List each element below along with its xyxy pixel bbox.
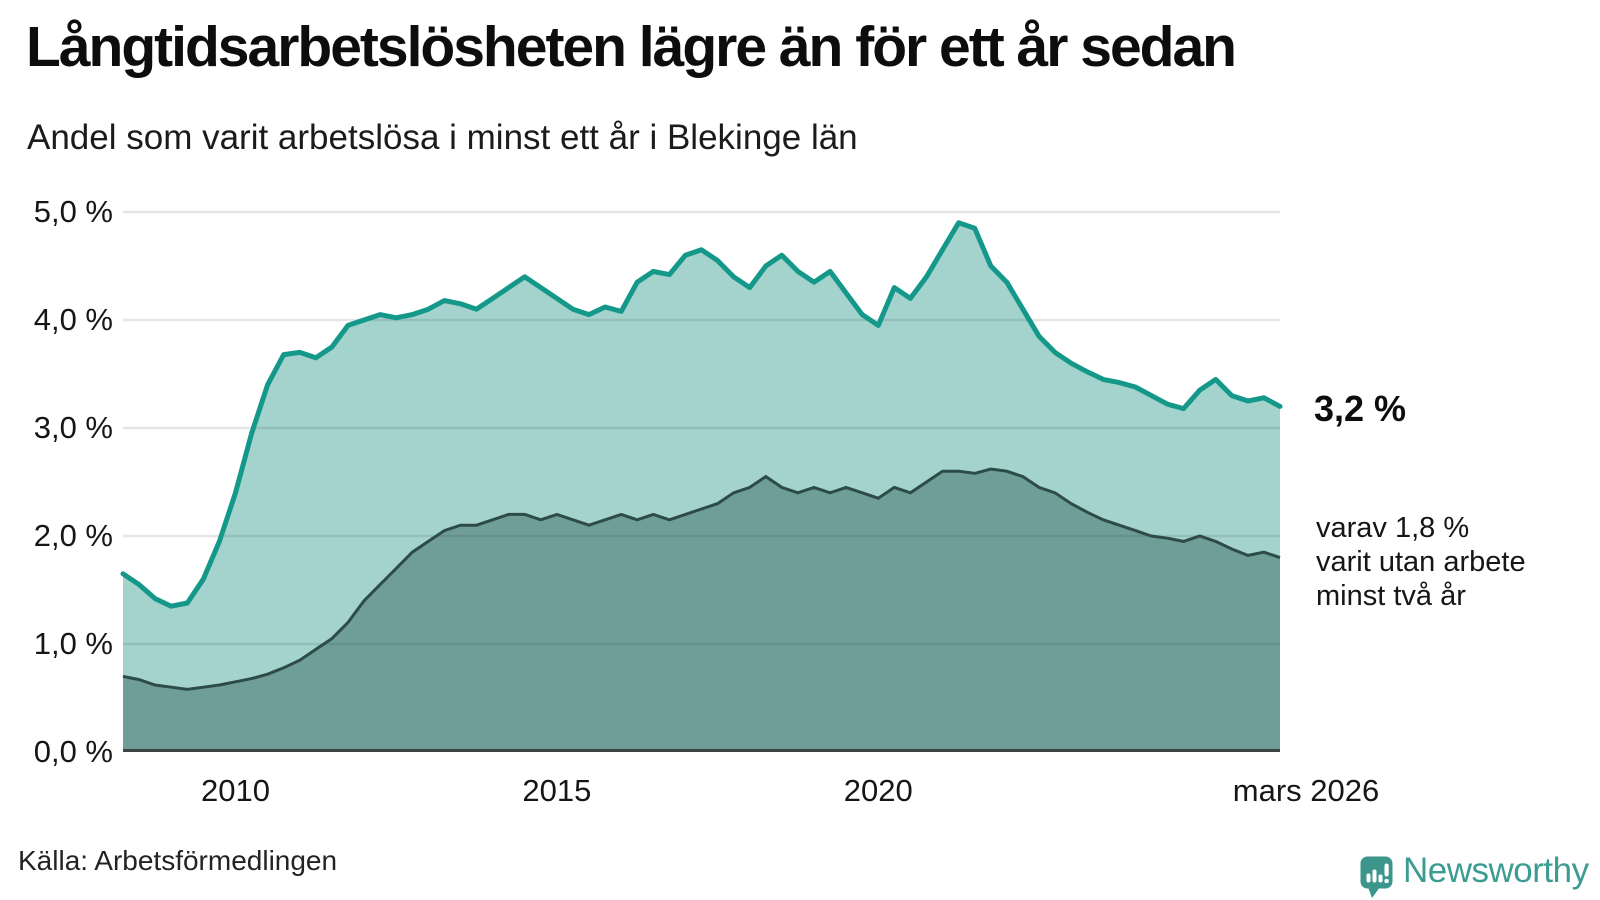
y-axis: 0,0 % 1,0 % 2,0 % 3,0 % 4,0 % 5,0 % xyxy=(0,0,113,900)
two-year-line xyxy=(122,467,1281,691)
y-tick-label: 2,0 % xyxy=(33,518,113,553)
newsworthy-bubble-icon xyxy=(1360,856,1393,898)
y-tick-label: 1,0 % xyxy=(33,626,113,661)
x-tick-label: 2015 xyxy=(522,773,592,808)
area-two-year-fill xyxy=(123,469,1280,752)
chart-title: Långtidsarbetslösheten lägre än för ett … xyxy=(26,15,1237,79)
plot-area xyxy=(120,210,1283,753)
y-tick-label: 3,0 % xyxy=(33,410,113,445)
x-tick-label: 2010 xyxy=(201,773,270,808)
source-note: Källa: Arbetsförmedlingen xyxy=(18,845,338,876)
gridlines xyxy=(123,210,1280,646)
two-year-annotation: varav 1,8 % varit utan arbete minst två … xyxy=(1316,511,1526,613)
y-tick-label: 0,0 % xyxy=(33,734,113,769)
series-lines xyxy=(120,220,1283,691)
newsworthy-logo: Newsworthy xyxy=(1360,850,1589,900)
latest-value-label: 3,2 % xyxy=(1314,388,1407,429)
x-tick-label: mars 2026 xyxy=(1232,773,1380,808)
two-year-annotation-line3: minst två år xyxy=(1316,580,1466,612)
two-year-annotation-line2: varit utan arbete xyxy=(1316,546,1526,578)
two-year-annotation-line1: varav 1,8 % xyxy=(1316,512,1470,544)
y-tick-label: 4,0 % xyxy=(33,302,113,337)
x-tick-label: 2020 xyxy=(843,773,913,808)
chart-subtitle: Andel som varit arbetslösa i minst ett å… xyxy=(27,118,858,157)
y-tick-label: 5,0 % xyxy=(33,194,113,229)
area-fills xyxy=(123,222,1280,753)
newsworthy-wordmark: Newsworthy xyxy=(1403,851,1589,890)
area-chart xyxy=(120,210,1283,753)
one-year-line xyxy=(120,220,1283,609)
